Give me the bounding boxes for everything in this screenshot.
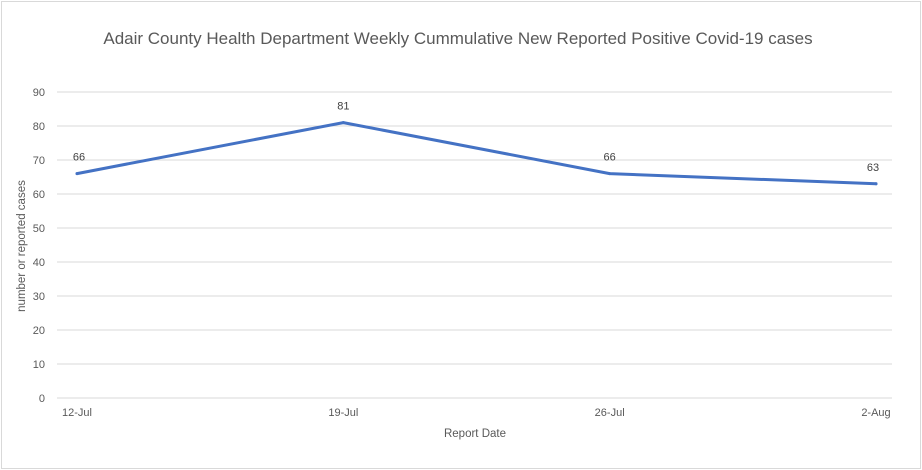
y-tick-label: 30 <box>33 291 45 303</box>
data-point <box>75 172 79 176</box>
data-label: 63 <box>867 162 879 174</box>
x-axis-label: Report Date <box>444 428 506 440</box>
y-tick-label: 80 <box>33 121 45 133</box>
series-line <box>75 121 878 186</box>
data-labels: 66 81 66 63 <box>73 101 879 174</box>
y-tick-label: 0 <box>39 393 45 405</box>
y-tick-label: 40 <box>33 257 45 269</box>
data-point <box>874 182 878 186</box>
x-tick-label: 2-Aug <box>861 407 890 419</box>
data-label: 66 <box>604 152 616 164</box>
x-axis-ticks: 12-Jul 19-Jul 26-Jul 2-Aug <box>62 407 891 419</box>
y-axis-ticks: 0 10 20 30 40 50 60 70 80 90 <box>33 87 45 405</box>
chart-title: Adair County Health Department Weekly Cu… <box>103 29 812 48</box>
y-tick-label: 70 <box>33 155 45 167</box>
y-tick-label: 20 <box>33 325 45 337</box>
data-point <box>341 121 345 125</box>
y-tick-label: 60 <box>33 189 45 201</box>
data-label: 66 <box>73 152 85 164</box>
x-tick-label: 26-Jul <box>595 407 625 419</box>
y-tick-label: 90 <box>33 87 45 99</box>
x-tick-label: 12-Jul <box>62 407 92 419</box>
y-tick-label: 50 <box>33 223 45 235</box>
series-layer <box>75 121 878 186</box>
data-point <box>608 172 612 176</box>
x-tick-label: 19-Jul <box>328 407 358 419</box>
y-axis-label: number or reported cases <box>16 180 28 312</box>
data-label: 81 <box>337 101 349 113</box>
gridlines <box>57 91 892 399</box>
y-tick-label: 10 <box>33 359 45 371</box>
